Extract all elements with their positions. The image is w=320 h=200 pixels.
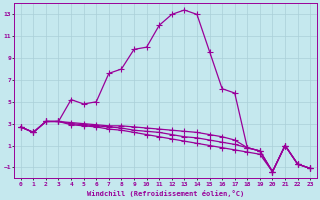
X-axis label: Windchill (Refroidissement éolien,°C): Windchill (Refroidissement éolien,°C) [87,190,244,197]
